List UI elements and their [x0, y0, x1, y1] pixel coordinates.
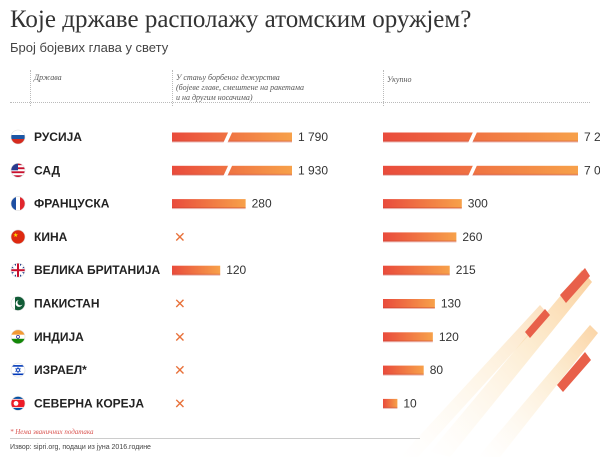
country-label: ПАКИСТАН [34, 297, 100, 311]
uk-flag-icon [10, 262, 26, 278]
chart-row: ФРАНЦУСКА 280 300 [10, 196, 488, 211]
country-label: ФРАНЦУСКА [34, 197, 110, 211]
total-value-label: 10 [403, 396, 417, 410]
chart-row: ★ КИНА ✕ 260 [10, 229, 483, 246]
total-bar [383, 163, 578, 177]
footnote: * Нема званичних података [10, 428, 94, 436]
missing-data-marker: ✕ [174, 396, 186, 412]
country-label: ИНДИЈА [34, 330, 84, 344]
total-value-label: 7 290 [584, 130, 600, 144]
deployed-bar [172, 130, 292, 144]
header-deployed: У стању борбеног дежурства (бојеве главе… [176, 73, 304, 103]
missing-data-marker: ✕ [174, 330, 186, 346]
country-label: САД [34, 163, 60, 177]
north-korea-flag-icon [10, 396, 26, 411]
total-value-label: 260 [462, 230, 482, 244]
page-subtitle: Број бојевих глава у свету [10, 40, 169, 55]
total-value-label: 80 [430, 363, 444, 377]
header-divider [10, 102, 590, 103]
total-value-label: 300 [468, 197, 488, 211]
header-deployed-line-2: (бојеве главе, смештене на ракетама [176, 83, 305, 92]
india-flag-icon [10, 329, 26, 345]
usa-flag-icon [10, 163, 26, 178]
chart-row: ИНДИЈА ✕ 120 [10, 329, 459, 346]
total-bar [383, 299, 435, 309]
china-flag-icon: ★ [10, 229, 26, 245]
header-total: Укупно [387, 75, 412, 84]
country-label: РУСИЈА [34, 130, 82, 144]
chart-row: САД 1 930 7 000 [10, 163, 600, 178]
header-country: Држава [34, 73, 62, 82]
deployed-bar [172, 163, 292, 177]
deployed-bar [172, 199, 246, 210]
header-deployed-line-1: У стању борбеног дежурства [176, 73, 280, 82]
rocket-illustration [400, 268, 598, 457]
total-value-label: 120 [439, 330, 459, 344]
total-value-label: 130 [441, 297, 461, 311]
chart-row: РУСИЈА 1 790 7 290 [10, 129, 600, 145]
total-bar [383, 365, 424, 376]
column-divider-total [383, 70, 384, 106]
deployed-bar [172, 265, 221, 276]
footer-divider [10, 438, 420, 439]
country-label: СЕВЕРНА КОРЕЈА [34, 396, 144, 410]
source-note: Извор: sipri.org, подаци из јуна 2016.го… [10, 444, 151, 451]
pakistan-flag-icon [10, 296, 26, 311]
chart-row: ИЗРАЕЛ* ✕ 80 [10, 362, 444, 379]
chart-row: ВЕЛИКА БРИТАНИЈА 120 215 [10, 262, 476, 278]
israel-flag-icon [10, 362, 26, 378]
russia-flag-icon [10, 129, 26, 145]
total-value-label: 7 000 [584, 163, 600, 177]
header-deployed-line-3: и на другим носачима) [176, 93, 253, 102]
page-title: Које државе располажу атомским оружјем? [10, 6, 472, 33]
total-bar [383, 130, 578, 144]
deployed-value-label: 280 [252, 197, 272, 211]
column-divider-deployed [172, 70, 173, 106]
france-flag-icon [10, 196, 26, 211]
missing-data-marker: ✕ [174, 230, 186, 246]
total-bar [383, 232, 457, 243]
total-bar [383, 398, 398, 409]
chart-row: ПАКИСТАН ✕ 130 [10, 296, 461, 313]
country-label: КИНА [34, 230, 68, 244]
svg-text:★: ★ [13, 232, 18, 239]
total-bar [383, 332, 433, 343]
missing-data-marker: ✕ [174, 363, 186, 379]
deployed-value-label: 1 930 [298, 163, 328, 177]
total-value-label: 215 [456, 263, 476, 277]
total-bar [383, 265, 450, 276]
column-divider-country [30, 70, 31, 106]
deployed-value-label: 1 790 [298, 130, 328, 144]
country-label: ВЕЛИКА БРИТАНИЈА [34, 263, 160, 277]
total-bar [383, 199, 462, 210]
chart-row: СЕВЕРНА КОРЕЈА ✕ 10 [10, 396, 417, 412]
deployed-value-label: 120 [226, 263, 246, 277]
country-label: ИЗРАЕЛ* [34, 363, 87, 377]
missing-data-marker: ✕ [174, 297, 186, 313]
